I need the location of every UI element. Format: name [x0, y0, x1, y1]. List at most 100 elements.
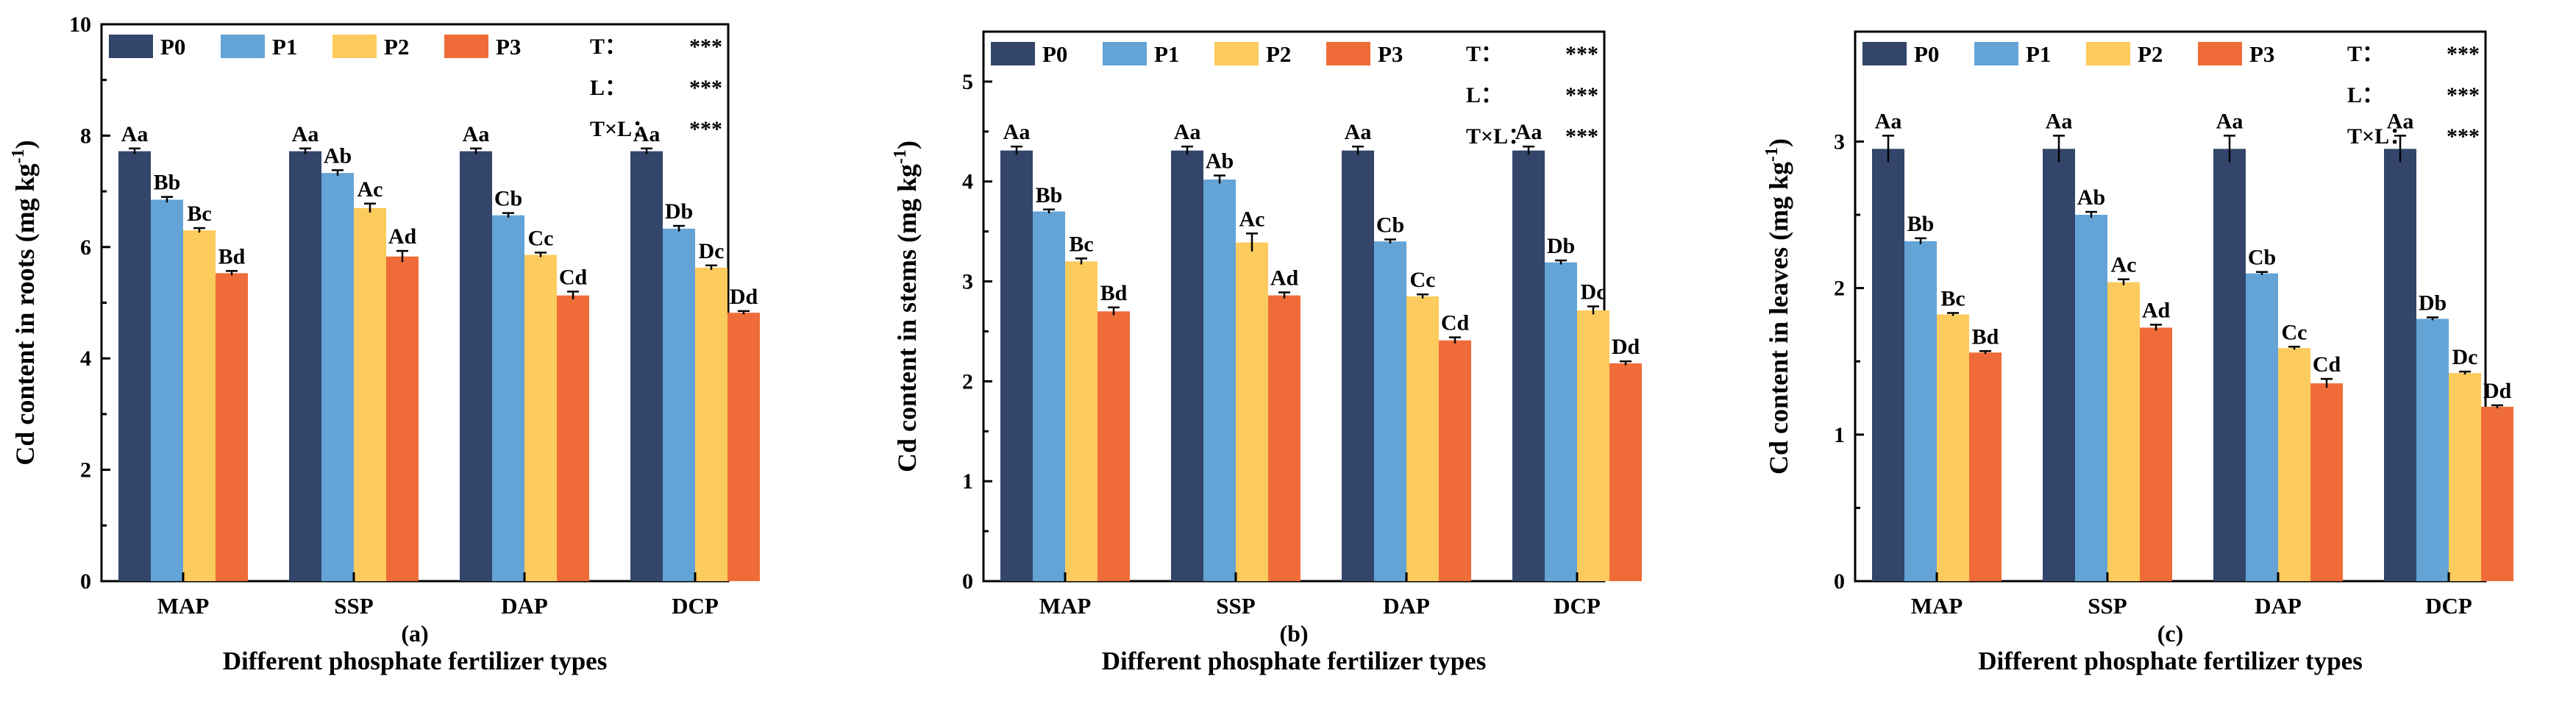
y-tick-label: 3: [1834, 129, 1845, 154]
legend-swatch-p0: [1862, 42, 1907, 65]
stat-value: ***: [689, 117, 722, 141]
x-tick-label: SSP: [2088, 593, 2127, 619]
significance-letter: Cc: [1410, 268, 1436, 292]
significance-letter: Aa: [1345, 120, 1372, 144]
significance-letter: Bc: [187, 202, 211, 226]
significance-letter: Bc: [1069, 232, 1093, 256]
legend-label-p2: P2: [2138, 41, 2163, 67]
significance-letter: Bc: [1940, 286, 1965, 310]
bar-p0-map: [118, 151, 151, 581]
x-tick-label: DAP: [2255, 593, 2302, 619]
significance-letter: Aa: [463, 122, 490, 146]
bar-p3-ssp: [386, 256, 419, 581]
stat-label: L：: [590, 76, 627, 100]
bar-p1-map: [1033, 211, 1065, 581]
bar-p3-dap: [2310, 383, 2343, 581]
bar-p2-map: [183, 230, 216, 581]
significance-letter: Ac: [1239, 207, 1265, 231]
significance-letter: Aa: [121, 122, 149, 146]
bar-p3-dcp: [1609, 363, 1642, 581]
legend-label-p0: P0: [160, 34, 185, 60]
significance-letter: Cb: [1376, 213, 1404, 238]
bar-p1-dap: [2246, 273, 2278, 581]
bar-p2-ssp: [354, 207, 386, 581]
panel-label: (c): [2157, 620, 2184, 647]
legend: P0 P1 P2 P3: [1862, 41, 2274, 67]
legend-label-p3: P3: [2249, 41, 2274, 67]
stat-label: T：: [2347, 42, 2384, 66]
significance-letter: Aa: [1515, 120, 1543, 144]
significance-letter: Bb: [1036, 183, 1063, 207]
stat-value: ***: [689, 76, 722, 100]
significance-letter: Aa: [1875, 109, 1902, 133]
y-tick-label: 5: [962, 70, 973, 94]
significance-letter: Cd: [1441, 311, 1470, 335]
stats-annotation: T： *** L： *** T×L： ***: [2347, 42, 2480, 149]
bar-p2-dcp: [695, 267, 727, 581]
bar-p1-dap: [492, 215, 524, 581]
legend-label-p3: P3: [496, 34, 521, 60]
bar-p1-ssp: [2075, 215, 2107, 581]
legend-label-p2: P2: [1266, 41, 1291, 67]
bar-p0-dcp: [2384, 149, 2416, 582]
significance-letter: Ac: [2111, 253, 2137, 277]
x-tick-label: DCP: [1554, 593, 1601, 619]
bar-p1-ssp: [321, 173, 354, 581]
bar-p3-dap: [557, 295, 589, 581]
bar-p1-dap: [1374, 241, 1406, 581]
legend-swatch-p3: [444, 35, 488, 58]
legend-swatch-p3: [1326, 42, 1370, 65]
legend-label-p0: P0: [1042, 41, 1067, 67]
bar-p1-map: [1904, 241, 1937, 581]
significance-letter: Bd: [1972, 324, 1999, 349]
significance-letter: Aa: [2387, 109, 2414, 133]
x-tick-label: SSP: [1216, 593, 1255, 619]
significance-letter: Dc: [2452, 345, 2478, 369]
stat-label: L：: [1466, 83, 1503, 107]
y-axis-label: Cd content in leaves (mg kg-1): [1762, 138, 1793, 474]
stat-value: ***: [1565, 124, 1598, 149]
stats-annotation: T： *** L： *** T×L： ***: [1466, 42, 1598, 149]
y-tick-label: 2: [962, 369, 973, 394]
significance-letter: Db: [665, 199, 693, 224]
legend-swatch-p1: [1103, 42, 1147, 65]
bar-p2-dcp: [1577, 310, 1609, 581]
legend: P0 P1 P2 P3: [991, 41, 1403, 67]
significance-letter: Db: [2419, 291, 2447, 315]
significance-letter: Ad: [2142, 298, 2171, 322]
legend-swatch-p0: [109, 35, 153, 58]
bar-p2-ssp: [2107, 282, 2140, 581]
bar-p3-map: [1097, 311, 1130, 581]
significance-letter: Aa: [2216, 109, 2244, 133]
bar-p0-dap: [2213, 149, 2246, 582]
bar-p0-map: [1000, 150, 1033, 581]
bar-p1-ssp: [1203, 179, 1236, 581]
stat-label: T：: [1466, 42, 1503, 66]
y-tick-label: 3: [962, 270, 973, 294]
legend-swatch-p1: [1974, 42, 2018, 65]
chart-panel-b: 0 1 2 3 4 5 Cd content in stems (mg kg-1) Aa Bb B…: [891, 30, 1642, 675]
panel-label: (a): [401, 620, 428, 647]
legend-swatch-p1: [221, 35, 265, 58]
y-tick-label: 8: [80, 124, 91, 148]
x-tick-label: MAP: [1039, 593, 1092, 619]
y-tick-label: 2: [1834, 277, 1845, 301]
stat-value: ***: [1565, 83, 1598, 107]
bar-p0-ssp: [1171, 150, 1203, 581]
significance-letter: Aa: [1003, 120, 1031, 144]
x-tick-label: DAP: [1383, 593, 1430, 619]
bar-p3-map: [1969, 352, 2002, 581]
significance-letter: Dd: [2483, 379, 2512, 403]
bar-p3-dap: [1439, 340, 1471, 581]
stat-label: L：: [2347, 83, 2384, 107]
significance-letter: Cc: [528, 226, 554, 250]
significance-letter: Ac: [357, 177, 383, 202]
legend-label-p1: P1: [1154, 41, 1179, 67]
chart-panel-c: 0 1 2 3 Cd content in leaves (mg kg-1) Aa Bb Bc…: [1762, 30, 2513, 675]
legend-swatch-p2: [2086, 42, 2130, 65]
significance-letter: Cc: [2282, 320, 2308, 344]
significance-letter: Bb: [1907, 212, 1935, 236]
significance-letter: Ad: [1270, 266, 1299, 290]
significance-letter: Ad: [388, 224, 417, 249]
bar-p1-dcp: [1545, 262, 1577, 581]
